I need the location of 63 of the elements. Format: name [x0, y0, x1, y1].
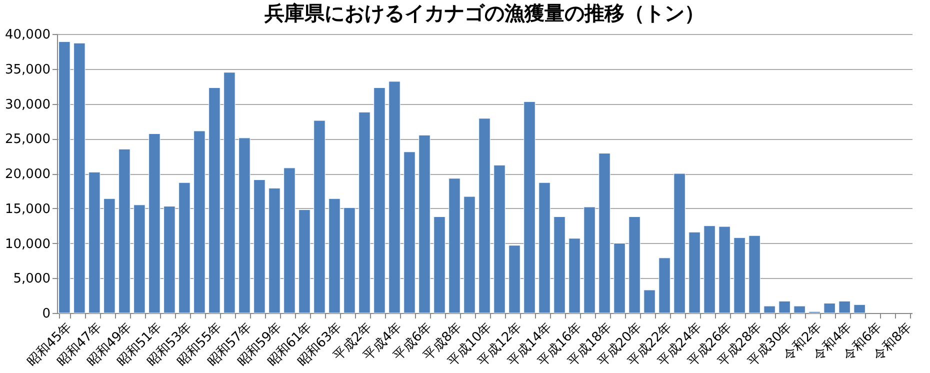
- bar: [794, 306, 806, 314]
- bar: [178, 182, 190, 314]
- bar: [298, 210, 310, 314]
- bar: [164, 206, 176, 314]
- y-tick-label: 10,000: [5, 236, 50, 252]
- y-tick-label: 0: [42, 306, 50, 322]
- y-tick-label: 35,000: [5, 62, 50, 78]
- bar: [74, 42, 86, 314]
- y-tick-label: 15,000: [5, 202, 50, 217]
- bar: [554, 216, 566, 314]
- bar: [838, 300, 850, 314]
- bar: [208, 87, 220, 314]
- bar: [628, 216, 640, 314]
- bar: [134, 204, 146, 314]
- bar: [254, 180, 266, 314]
- bar: [854, 304, 866, 314]
- bar: [508, 245, 520, 314]
- y-tick-label: 5,000: [13, 272, 50, 287]
- bar: [718, 226, 730, 314]
- bar: [478, 118, 490, 314]
- bar: [388, 81, 400, 314]
- bar: [284, 168, 296, 314]
- bar: [328, 198, 340, 314]
- bar: [584, 206, 596, 314]
- bar: [704, 226, 716, 314]
- bar: [688, 232, 700, 314]
- bar: [524, 101, 536, 314]
- y-tick-label: 40,000: [5, 28, 50, 42]
- bar: [404, 152, 416, 314]
- bar: [568, 238, 580, 314]
- bar: [88, 172, 100, 314]
- bar: [118, 148, 130, 314]
- bar: [644, 290, 656, 314]
- bar: [374, 87, 386, 314]
- bar: [824, 302, 836, 314]
- bar: [344, 207, 356, 314]
- bar: [538, 182, 550, 314]
- bar: [238, 138, 250, 314]
- bar: [268, 188, 280, 314]
- y-tick-label: 30,000: [5, 97, 50, 112]
- bar: [434, 216, 446, 314]
- bar: [494, 164, 506, 314]
- chart-title: 兵庫県におけるイカナゴの漁獲量の推移（トン）: [264, 1, 704, 25]
- bar: [598, 153, 610, 314]
- bar: [148, 133, 160, 314]
- bar: [658, 258, 670, 314]
- bar: [748, 235, 760, 314]
- y-tick-label: 20,000: [5, 167, 50, 182]
- bar: [614, 243, 626, 314]
- bar: [58, 41, 70, 314]
- bar: [778, 300, 790, 314]
- bar: [464, 196, 476, 314]
- bar: [314, 120, 326, 314]
- bar: [764, 306, 776, 314]
- bar: [448, 178, 460, 314]
- bar: [674, 173, 686, 314]
- bar: [418, 134, 430, 314]
- bar: [734, 237, 746, 314]
- bar: [194, 130, 206, 314]
- bar: [224, 72, 236, 314]
- bar: [358, 112, 370, 314]
- y-tick-label: 25,000: [5, 132, 50, 148]
- bar: [104, 198, 116, 314]
